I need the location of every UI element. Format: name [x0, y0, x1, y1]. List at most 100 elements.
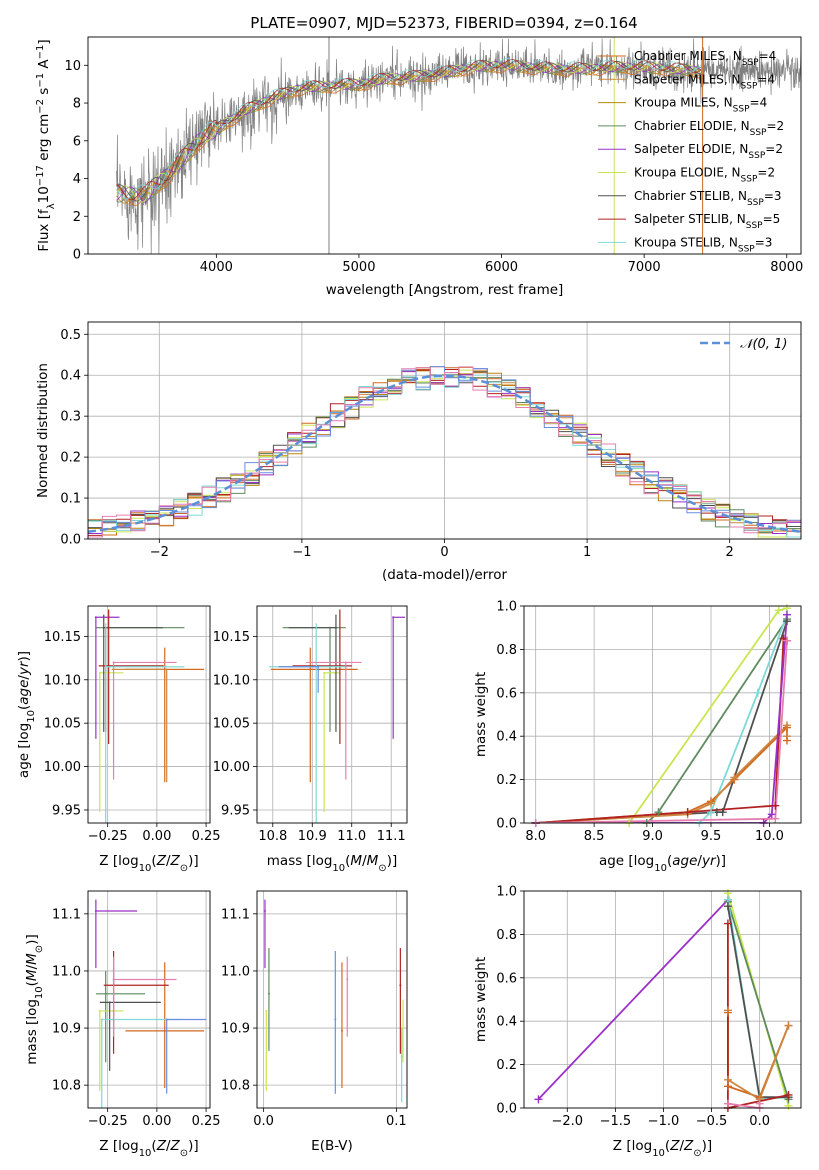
x-tick-label: 10.8	[258, 829, 287, 844]
data-point	[400, 1055, 403, 1058]
x-tick-label: −0.25	[88, 829, 128, 844]
data-point	[94, 616, 97, 619]
label-part: Z [log	[99, 853, 138, 869]
label-part: A	[36, 59, 52, 73]
y-tick-label: 10.8	[52, 1079, 81, 1094]
x-tick-label: 5000	[342, 260, 375, 275]
age-vs-metallicity-panel: −0.25 0.00 0.25 9.95 10.00 10.05 10.10 10.15 Z […	[16, 605, 221, 874]
axes-frame	[256, 890, 408, 1109]
x-tick-label: 7000	[628, 260, 661, 275]
data-point	[402, 1027, 405, 1030]
x-tick-label: 0.0	[253, 1114, 274, 1129]
x-axis-label: (data-model)/error	[382, 567, 508, 583]
legend-label: Salpeter STELIB, NSSP=5	[634, 212, 780, 231]
legend-label-sub: SSP	[741, 175, 758, 185]
weight-marker	[534, 1095, 543, 1104]
x-tick-label: 1	[583, 545, 591, 560]
y-tick-label: 9.95	[221, 803, 250, 818]
data-point	[399, 984, 402, 987]
legend-label-main: Kroupa MILES, N	[634, 96, 733, 110]
label-part: )]	[16, 651, 32, 662]
label-part: Z	[170, 853, 181, 869]
label-part: mass [log	[267, 853, 333, 869]
weight-line	[535, 614, 788, 823]
legend-label-sub: SSP	[747, 198, 764, 208]
y-tick-label: 0.2	[496, 1058, 517, 1073]
label-part: )]	[387, 853, 398, 869]
x-axis-label: wavelength [Angstrom, rest frame]	[326, 282, 564, 298]
y-tick-label: 10.00	[213, 760, 250, 775]
plot-area	[94, 609, 205, 823]
x-tick-label: 9.5	[701, 829, 722, 844]
y-tick-label: 0.6	[496, 971, 517, 986]
label-part: λ	[46, 203, 57, 209]
legend-label: Kroupa MILES, NSSP=4	[634, 96, 767, 115]
x-axis-label: age [log10(age/yr)]	[599, 853, 726, 874]
legend-label-main: Chabrier STELIB, N	[634, 189, 747, 203]
y-tick-label: 10.05	[213, 717, 250, 732]
label-part: Z [log	[99, 1138, 138, 1154]
y-axis-label: mass [log10(M/M⊙)]	[24, 934, 45, 1064]
y-tick-label: 0.4	[60, 369, 81, 384]
x-tick-label: 0.1	[386, 1114, 407, 1129]
legend-label-tail: =5	[763, 212, 781, 226]
label-part: )]	[716, 853, 727, 869]
label-part: (	[665, 1138, 670, 1154]
x-tick-label: 0.0	[749, 1114, 770, 1129]
y-tick-label: 0.4	[496, 730, 517, 745]
weight-marker	[771, 814, 780, 823]
label-part: /	[362, 853, 367, 869]
weight-marker	[782, 636, 791, 645]
label-part: Z	[156, 853, 167, 869]
y-tick-label: 10.8	[221, 1079, 250, 1094]
label-part: /	[24, 964, 40, 969]
label-part: /	[166, 853, 171, 869]
data-point	[165, 1018, 168, 1021]
weight-line	[535, 607, 788, 823]
y-tick-label: 10.15	[44, 630, 81, 645]
x-tick-label: 6000	[485, 260, 518, 275]
weight-line	[535, 618, 788, 823]
y-tick-label: 0.0	[496, 1102, 517, 1117]
legend-label-tail: =3	[764, 189, 782, 203]
label-part: (	[667, 853, 672, 869]
weight-marker	[723, 1099, 732, 1108]
y-tick-label: 11.0	[221, 964, 250, 979]
weight-marker	[683, 808, 692, 817]
y-tick-label: 10.00	[44, 760, 81, 775]
x-axis-label: Z [log10(Z/Z⊙)]	[99, 1138, 198, 1159]
legend-label-sub: SSP	[746, 221, 763, 231]
legend-label-main: Chabrier MILES, N	[634, 49, 742, 63]
data-point	[309, 668, 312, 671]
label-part: 10	[34, 986, 45, 999]
weight-marker	[755, 1099, 764, 1108]
data-point	[346, 978, 349, 981]
x-axis-label: E(B-V)	[311, 1138, 353, 1154]
label-part: M	[350, 853, 362, 869]
label-part: (	[24, 981, 40, 986]
label-part: −1	[35, 45, 46, 60]
weight-marker	[730, 773, 739, 782]
x-tick-label: −0.5	[696, 1114, 728, 1129]
model-line-8	[116, 59, 702, 201]
x-tick-label: −0.25	[88, 1114, 128, 1129]
label-part: ⊙	[693, 1148, 701, 1159]
legend-label-sub: SSP	[738, 244, 755, 254]
weight-marker	[723, 1006, 732, 1015]
y-tick-label: 0.2	[496, 773, 517, 788]
data-point	[165, 668, 168, 671]
label-part: 10	[36, 186, 52, 203]
data-point	[265, 1009, 268, 1012]
weight-marker	[723, 919, 732, 928]
y-tick-label: 0.0	[496, 817, 517, 832]
x-tick-label: 0.00	[142, 829, 171, 844]
label-part: age [log	[16, 723, 32, 778]
plot-area	[116, 37, 801, 254]
model-line-9	[116, 57, 702, 200]
x-tick-label: −2	[150, 545, 169, 560]
data-point	[112, 661, 115, 664]
label-part: 10	[139, 863, 152, 874]
label-part: −1	[35, 73, 46, 88]
